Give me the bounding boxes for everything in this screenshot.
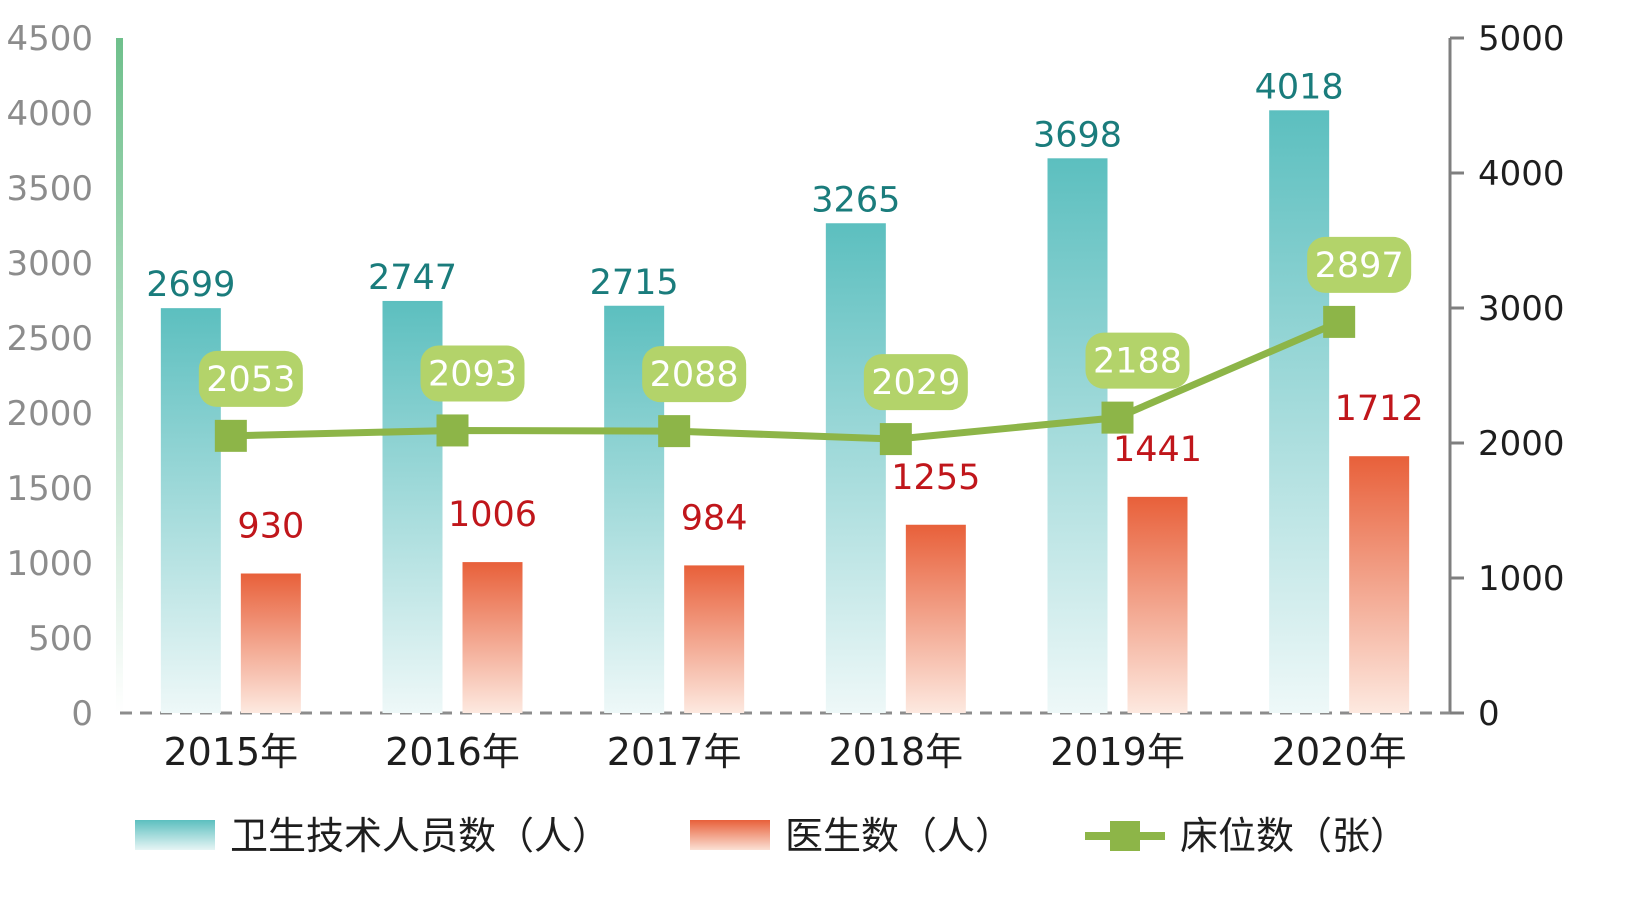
- right-tick-label: 4000: [1478, 154, 1565, 194]
- left-tick-label: 3500: [6, 169, 93, 209]
- left-axis: 0 500 1000 1500 2000 2500 3000 3500 4000 4500: [6, 19, 123, 734]
- data-label-doctors: 1006: [448, 495, 537, 535]
- legend-swatch-orange: [690, 820, 770, 850]
- data-label-doctors: 1441: [1113, 430, 1202, 470]
- left-axis-line: [116, 38, 123, 713]
- left-tick-label: 4500: [6, 19, 93, 59]
- data-label-tech-staff: 4018: [1255, 67, 1344, 107]
- data-label-tech-staff: 2699: [146, 265, 235, 305]
- legend-label-orange: 医生数（人）: [785, 814, 1013, 858]
- legend-swatch-teal: [135, 820, 215, 850]
- category-label: 2017年: [607, 730, 742, 774]
- legend-marker-green: [1110, 821, 1140, 851]
- left-tick-label: 2500: [6, 319, 93, 359]
- data-label-tech-staff: 2715: [590, 263, 679, 303]
- line-marker-beds: [1101, 401, 1134, 434]
- left-tick-label: 2000: [6, 394, 93, 434]
- data-label-box-beds: [198, 350, 303, 407]
- data-label-beds: 2088: [650, 355, 739, 395]
- bar-doctors: [462, 562, 523, 713]
- left-tick-label: 4000: [6, 94, 93, 134]
- left-tick-label: 500: [28, 619, 93, 659]
- data-label-beds: 2029: [871, 363, 960, 403]
- bar-doctors: [684, 565, 745, 713]
- category-label: 2016年: [385, 730, 520, 774]
- right-axis: 0 1000 2000 3000 4000 5000: [120, 19, 1565, 734]
- legend-label-teal: 卫生技术人员数（人）: [230, 814, 610, 858]
- line-marker-beds: [879, 423, 912, 456]
- line-marker-beds: [1323, 305, 1356, 338]
- data-label-box-beds: [863, 354, 968, 411]
- data-label-tech-staff: 3265: [811, 180, 900, 220]
- left-tick-label: 3000: [6, 244, 93, 284]
- data-label-beds: 2093: [428, 354, 517, 394]
- category-label: 2019年: [1050, 730, 1185, 774]
- data-label-box-beds: [420, 345, 525, 402]
- line-beds: [230, 318, 1341, 443]
- left-tick-label: 1000: [6, 544, 93, 584]
- data-label-beds: 2897: [1315, 246, 1404, 286]
- left-tick-label: 1500: [6, 469, 93, 509]
- data-label-box-beds: [1307, 236, 1412, 293]
- bar-tech-staff: [825, 223, 886, 713]
- bar-doctors: [240, 573, 301, 713]
- bar-tech-staff: [1269, 110, 1330, 714]
- bars: [160, 110, 1410, 714]
- legend: 卫生技术人员数（人） 医生数（人） 床位数（张）: [135, 814, 1408, 858]
- bar-doctors: [1127, 496, 1188, 713]
- data-label-doctors: 930: [237, 507, 304, 547]
- data-label-doctors: 1255: [891, 458, 980, 498]
- data-label-doctors: 984: [681, 498, 748, 538]
- left-tick-label: 0: [71, 694, 93, 734]
- bar-doctors: [905, 524, 966, 713]
- data-label-beds: 2188: [1093, 342, 1182, 382]
- data-label-beds: 2053: [206, 360, 295, 400]
- category-label: 2018年: [828, 730, 963, 774]
- line-marker-beds: [436, 414, 469, 447]
- right-tick-label: 3000: [1478, 289, 1565, 329]
- line-marker-beds: [214, 419, 247, 452]
- bar-doctors: [1349, 456, 1410, 713]
- bar-tech-staff: [1047, 158, 1108, 714]
- right-tick-label: 1000: [1478, 559, 1565, 599]
- data-label-box-beds: [642, 346, 747, 403]
- line-series: [214, 305, 1356, 456]
- data-label-box-beds: [1085, 332, 1190, 389]
- line-marker-beds: [658, 415, 691, 448]
- category-label: 2020年: [1272, 730, 1407, 774]
- category-label: 2015年: [163, 730, 298, 774]
- right-tick-label: 5000: [1478, 19, 1565, 59]
- legend-label-green: 床位数（张）: [1180, 814, 1408, 858]
- data-label-doctors: 1712: [1335, 389, 1424, 429]
- data-labels: 2699 930 2747 1006 2715 984 3265 1255 3698 1441 40…: [146, 67, 1423, 546]
- right-tick-label: 2000: [1478, 424, 1565, 464]
- data-label-tech-staff: 2747: [368, 258, 457, 298]
- category-axis: 2015年 2016年 2017年 2018年 2019年 2020年: [163, 730, 1406, 774]
- right-tick-label: 0: [1478, 694, 1500, 734]
- data-label-tech-staff: 3698: [1033, 115, 1122, 155]
